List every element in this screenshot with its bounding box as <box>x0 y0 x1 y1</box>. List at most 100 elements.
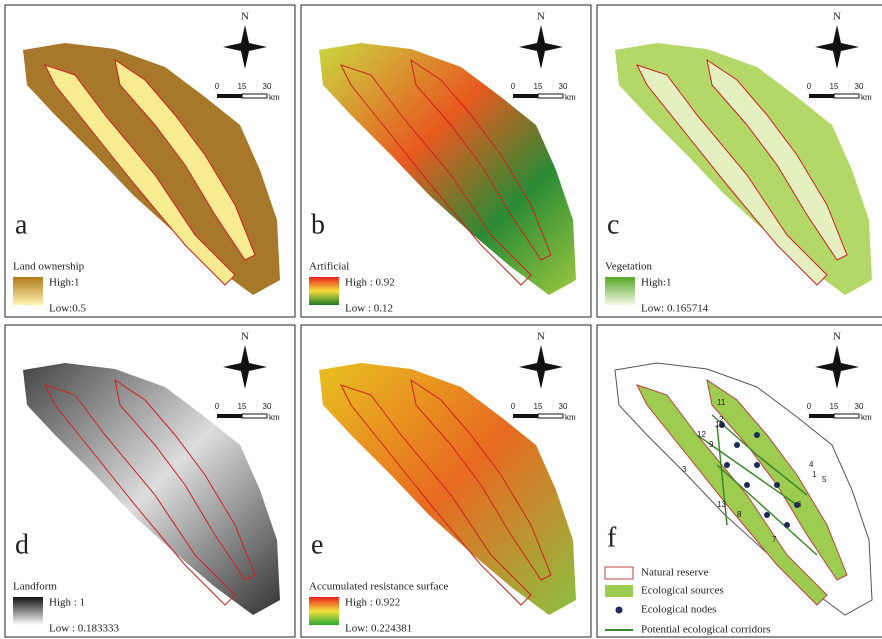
scale-label: 30 <box>855 82 864 91</box>
legend-label: Natural reserve <box>641 567 709 579</box>
map-panel: N 0 15 30 km f Natural reserve Ecological sourc… <box>597 325 882 637</box>
north-label: N <box>833 11 841 23</box>
north-label: N <box>537 331 545 343</box>
legend-label: Ecological nodes <box>641 604 716 616</box>
scale-label: 15 <box>238 82 247 91</box>
legend-swatch <box>616 607 623 614</box>
node-label: 1 <box>812 470 817 479</box>
ecological-node <box>774 482 780 488</box>
panel-letter: f <box>607 522 617 553</box>
node-label: 9 <box>709 440 714 449</box>
scale-unit: km <box>269 93 280 102</box>
scale-label: 0 <box>511 82 516 91</box>
legend-low: Low:0.5 <box>49 303 86 315</box>
legend-gradient <box>309 597 339 625</box>
legend-title: Artificial <box>309 261 349 273</box>
north-label: N <box>537 11 545 23</box>
scale-label: 15 <box>534 82 543 91</box>
panel-letter: c <box>607 209 619 240</box>
legend-gradient <box>13 597 43 625</box>
scale-bar <box>834 414 859 418</box>
legend-high: High : 1 <box>49 597 85 609</box>
scale-label: 30 <box>559 402 568 411</box>
scale-label: 0 <box>511 402 516 411</box>
legend-title: Land ownership <box>13 261 85 273</box>
map-panel: N 0 15 30 km e Accumulated resistance surface H… <box>301 325 591 637</box>
legend-title: Landform <box>13 581 57 593</box>
legend-low: Low : 0.183333 <box>49 623 119 635</box>
node-label: 7 <box>772 535 777 544</box>
scale-label: 0 <box>215 82 220 91</box>
ecological-node <box>744 482 750 488</box>
scale-bar <box>809 414 834 418</box>
scale-unit: km <box>565 93 576 102</box>
scale-label: 0 <box>807 82 812 91</box>
scale-unit: km <box>565 413 576 422</box>
legend-title: Vegetation <box>605 261 653 273</box>
scale-label: 30 <box>855 402 864 411</box>
node-label: 4 <box>809 460 814 469</box>
scale-bar <box>217 414 242 418</box>
north-label: N <box>241 331 249 343</box>
panel-letter: a <box>15 209 28 240</box>
map-panel: N 0 15 30 km a Land ownership High:1 Low:0.5 <box>5 5 295 317</box>
panel-letter: b <box>311 209 325 240</box>
legend-high: High : 0.922 <box>345 597 400 609</box>
node-label: 10 <box>715 420 724 429</box>
ecological-node <box>754 432 760 438</box>
ecological-node <box>724 462 730 468</box>
legend-title: Accumulated resistance surface <box>309 581 448 593</box>
scale-label: 0 <box>807 402 812 411</box>
scale-label: 0 <box>215 402 220 411</box>
scale-label: 30 <box>263 82 272 91</box>
scale-unit: km <box>861 413 872 422</box>
legend-swatch <box>605 585 633 597</box>
legend-label: Potential ecological corridors <box>641 624 771 636</box>
node-label: 3 <box>682 465 687 474</box>
node-label: 6 <box>797 500 802 509</box>
scale-bar <box>513 414 538 418</box>
legend-low: Low: 0.165714 <box>641 303 709 315</box>
scale-label: 30 <box>559 82 568 91</box>
scale-bar <box>242 414 267 418</box>
legend-low: Low : 0.12 <box>345 303 393 315</box>
map-panel: N 0 15 30 km c Vegetation High:1 Low: 0.165714 <box>597 5 882 317</box>
map-panel: N 0 15 30 km b Artificial High : 0.92 Low : 0.12 <box>301 5 591 317</box>
panel-letter: e <box>311 529 323 560</box>
legend-low: Low: 0.224381 <box>345 623 412 635</box>
map-panel: N 0 15 30 km d Landform High : 1 Low : 0.183333 <box>5 325 295 637</box>
scale-bar <box>217 94 242 98</box>
scale-label: 15 <box>830 402 839 411</box>
legend-high: High : 0.92 <box>345 277 395 289</box>
scale-bar <box>242 94 267 98</box>
legend-gradient <box>13 277 43 305</box>
scale-label: 30 <box>263 402 272 411</box>
legend-gradient <box>309 277 339 305</box>
scale-bar <box>538 94 563 98</box>
scale-unit: km <box>269 413 280 422</box>
scale-label: 15 <box>238 402 247 411</box>
ecological-node <box>764 512 770 518</box>
node-label: 8 <box>737 510 742 519</box>
scale-bar <box>834 94 859 98</box>
scale-bar <box>809 94 834 98</box>
legend-high: High:1 <box>49 277 80 289</box>
legend-gradient <box>605 277 635 305</box>
legend-high: High:1 <box>641 277 672 289</box>
ecological-node <box>734 442 740 448</box>
ecological-node <box>784 522 790 528</box>
figure: N01530kmaLand ownershipHigh:1Low:0.5N015… <box>0 0 882 639</box>
scale-label: 15 <box>830 82 839 91</box>
node-label: 13 <box>717 500 726 509</box>
scale-unit: km <box>861 93 872 102</box>
node-label: 12 <box>697 430 706 439</box>
scale-bar <box>513 94 538 98</box>
north-label: N <box>241 11 249 23</box>
legend-label: Ecological sources <box>641 585 724 597</box>
panel-letter: d <box>15 529 29 560</box>
north-label: N <box>833 331 841 343</box>
ecological-node <box>754 462 760 468</box>
scale-label: 15 <box>534 402 543 411</box>
scale-bar <box>538 414 563 418</box>
node-label: 11 <box>717 398 726 407</box>
